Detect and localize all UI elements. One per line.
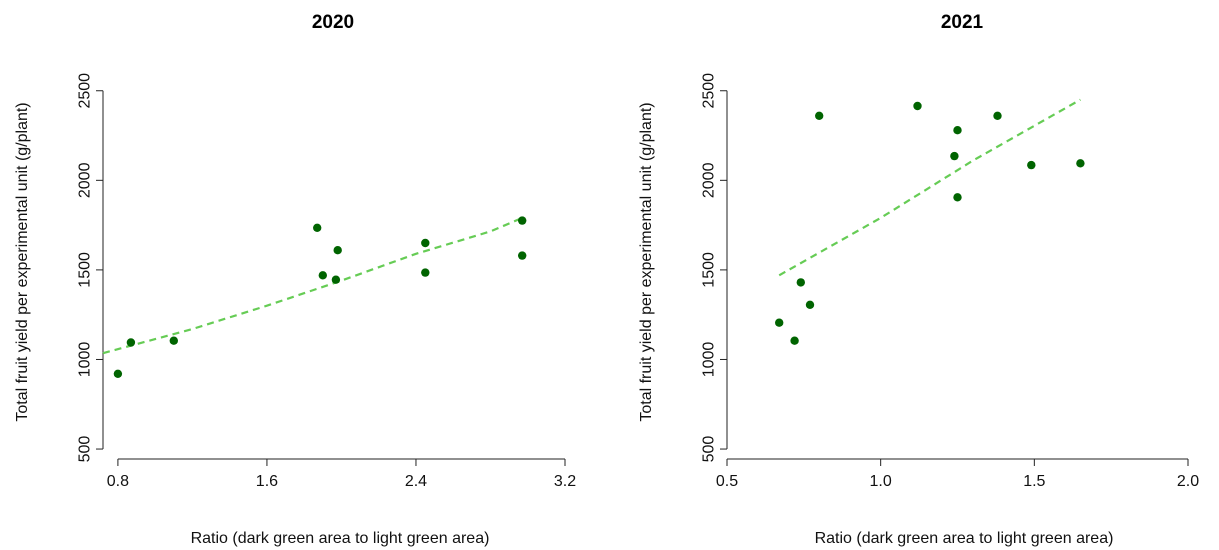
y-tick-label: 1000 [701, 342, 718, 378]
y-tick-label: 1500 [77, 252, 94, 288]
y-tick-label: 1500 [701, 252, 718, 288]
x-tick-label: 1.6 [256, 473, 278, 490]
data-point [421, 238, 430, 248]
data-point [318, 271, 327, 280]
y-tick-label: 2500 [701, 73, 718, 109]
data-point [775, 318, 784, 327]
data-point [169, 336, 178, 345]
trend-line [778, 98, 1081, 277]
panel-2021: 2021 Ratio (dark green area to light gre… [638, 12, 1199, 547]
x-tick-label: 1.5 [1023, 473, 1045, 490]
data-point [993, 111, 1002, 121]
y-tick-label: 500 [701, 436, 718, 463]
data-point [421, 268, 430, 277]
y-tick-label: 2000 [701, 162, 718, 198]
data-point [790, 336, 799, 345]
x-axis-label: Ratio (dark green area to light green ar… [815, 530, 1114, 547]
data-point [950, 151, 959, 161]
data-point [815, 111, 824, 121]
x-tick-label: 0.8 [107, 473, 129, 490]
x-tick-label: 1.0 [870, 473, 892, 490]
y-tick-label: 500 [77, 436, 94, 463]
y-tick-label: 2500 [77, 73, 94, 109]
data-point [805, 300, 815, 309]
data-point [913, 101, 922, 111]
data-point [953, 126, 962, 135]
data-point [518, 216, 527, 225]
y-tick-label: 1000 [77, 342, 94, 378]
data-point [796, 278, 805, 287]
data-point [113, 369, 123, 378]
data-point [331, 275, 341, 284]
x-tick-label: 3.2 [554, 473, 576, 490]
data-point [126, 338, 136, 347]
x-tick-label: 0.5 [716, 473, 738, 490]
data-point [1027, 160, 1036, 170]
data-point [313, 223, 322, 232]
data-point [1076, 159, 1085, 168]
chart-title: 2020 [312, 12, 354, 33]
x-tick-label: 2.0 [1177, 473, 1199, 490]
y-axis-label: Total fruit yield per experimental unit … [638, 102, 655, 421]
x-axis-label: Ratio (dark green area to light green ar… [191, 530, 490, 547]
data-point [953, 193, 962, 202]
y-axis-label: Total fruit yield per experimental unit … [14, 102, 31, 421]
panel-2020: 2020 Ratio (dark green area to light gre… [14, 12, 576, 547]
y-tick-label: 2000 [77, 162, 94, 198]
x-tick-label: 2.4 [405, 473, 427, 490]
chart-title: 2021 [941, 12, 984, 33]
trend-line [102, 216, 523, 355]
data-point [518, 251, 527, 260]
data-point [333, 246, 342, 255]
